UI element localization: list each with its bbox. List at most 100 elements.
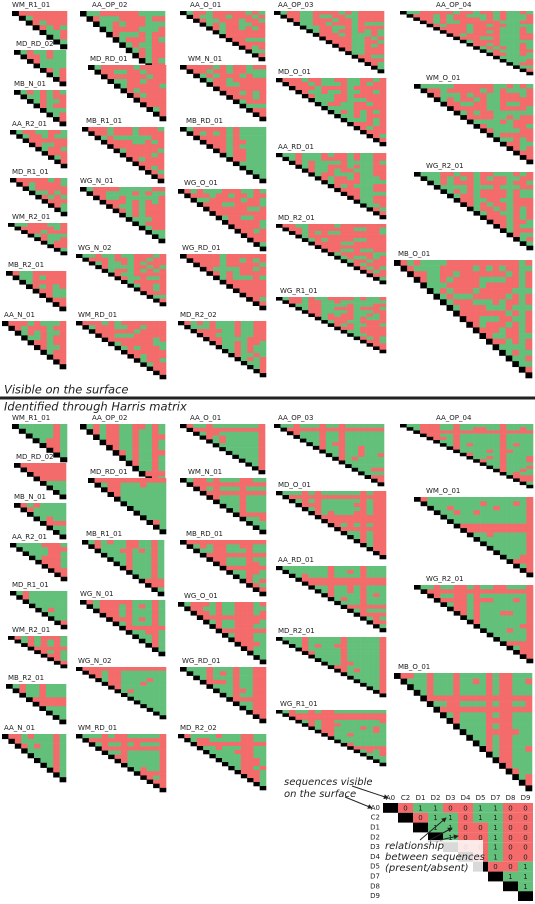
matrix-cell (358, 29, 365, 34)
matrix-cell (159, 496, 167, 502)
matrix-cell (240, 211, 248, 216)
matrix-cell (114, 265, 122, 270)
matrix-cell (34, 753, 41, 759)
matrix-cell (225, 14, 233, 19)
matrix-cell (480, 193, 488, 199)
matrix-cell (48, 199, 55, 204)
matrix-cell (140, 746, 148, 751)
matrix-cell (371, 475, 378, 480)
matrix-cell (48, 178, 55, 183)
matrix-cell (518, 316, 526, 323)
matrix-cell (506, 215, 514, 220)
matrix-cell (377, 467, 385, 472)
matrix-cell (499, 265, 507, 272)
matrix-cell (146, 501, 154, 507)
matrix-cell (113, 139, 121, 145)
matrix-cell (203, 606, 210, 612)
matrix-cell (232, 135, 240, 141)
matrix-cell (119, 199, 127, 205)
matrix-cell (258, 26, 266, 31)
matrix-cell (366, 507, 374, 512)
matrix-cell (334, 323, 342, 327)
matrix-cell (513, 52, 520, 57)
matrix-cell (377, 25, 385, 30)
matrix-cell (325, 25, 333, 30)
matrix-cell (18, 424, 27, 430)
matrix-cell (132, 612, 140, 618)
matrix-cell (153, 97, 160, 103)
matrix-cell (252, 297, 260, 302)
matrix-cell (228, 758, 235, 763)
matrix-cell (247, 637, 254, 643)
matrix-cell (353, 102, 361, 107)
matrix-cell (295, 156, 303, 162)
matrix-cell (371, 442, 378, 447)
matrix-cell (212, 431, 220, 436)
matrix-cell (206, 478, 214, 483)
matrix-cell (59, 359, 67, 365)
matrix-cell (153, 501, 160, 507)
matrix-cell (60, 438, 68, 444)
matrix-cell (140, 492, 147, 497)
matrix-cell (159, 294, 167, 299)
matrix-cell (377, 21, 385, 26)
matrix-cell (114, 734, 122, 739)
matrix-cell (358, 460, 365, 465)
matrix-cell (213, 490, 220, 496)
matrix-cell (222, 337, 229, 342)
matrix-cell (219, 675, 227, 681)
matrix-cell (245, 41, 253, 46)
matrix-cell (499, 276, 507, 283)
matrix-cell (127, 674, 135, 679)
matrix-cell (251, 18, 259, 23)
matrix-cell (364, 40, 372, 45)
matrix-cell (151, 565, 158, 571)
matrix-cell (340, 329, 348, 334)
matrix-cell (107, 135, 114, 141)
matrix-cell (34, 340, 41, 346)
matrix-cell (212, 424, 220, 429)
matrix-cell (371, 460, 378, 465)
matrix-cell (228, 738, 235, 743)
matrix-cell (18, 11, 27, 17)
matrix-cell (226, 697, 234, 702)
matrix-cell (366, 515, 374, 520)
matrix-cell (138, 187, 146, 192)
matrix-cell (59, 748, 67, 754)
matrix-cell (301, 156, 309, 162)
matrix-cell (258, 11, 266, 16)
matrix-cell (252, 697, 260, 702)
matrix-cell (203, 734, 210, 739)
matrix-cell (340, 531, 348, 536)
matrix-cell (366, 110, 374, 115)
matrix-cell (259, 587, 267, 592)
matrix-cell (101, 333, 109, 338)
matrix-cell (140, 763, 148, 768)
matrix-cell (252, 77, 260, 83)
matrix-cell (251, 34, 259, 39)
matrix-cell (259, 297, 267, 302)
matrix-cell (240, 637, 248, 643)
matrix-cell (203, 746, 210, 751)
matrix-cell (252, 574, 260, 580)
matrix-cell (127, 329, 135, 334)
matrix-cell (353, 519, 361, 524)
matrix-cell (151, 444, 159, 451)
matrix-cell (20, 467, 28, 473)
matrix-cell (151, 42, 159, 48)
matrix-cell (203, 193, 210, 199)
matrix-cell (246, 583, 254, 588)
matrix-cell (338, 43, 346, 48)
matrix-cell (505, 321, 513, 328)
matrix-cell (253, 655, 261, 660)
matrix-cell (259, 215, 267, 221)
matrix-cell (53, 233, 61, 238)
matrix-cell (132, 600, 140, 605)
matrix-cell (377, 51, 385, 56)
matrix-cell (493, 172, 501, 177)
matrix-cell (252, 705, 260, 711)
matrix-cell (125, 47, 133, 54)
matrix-cell (347, 499, 354, 504)
matrix-cell (60, 660, 68, 665)
matrix-cell (321, 245, 329, 250)
